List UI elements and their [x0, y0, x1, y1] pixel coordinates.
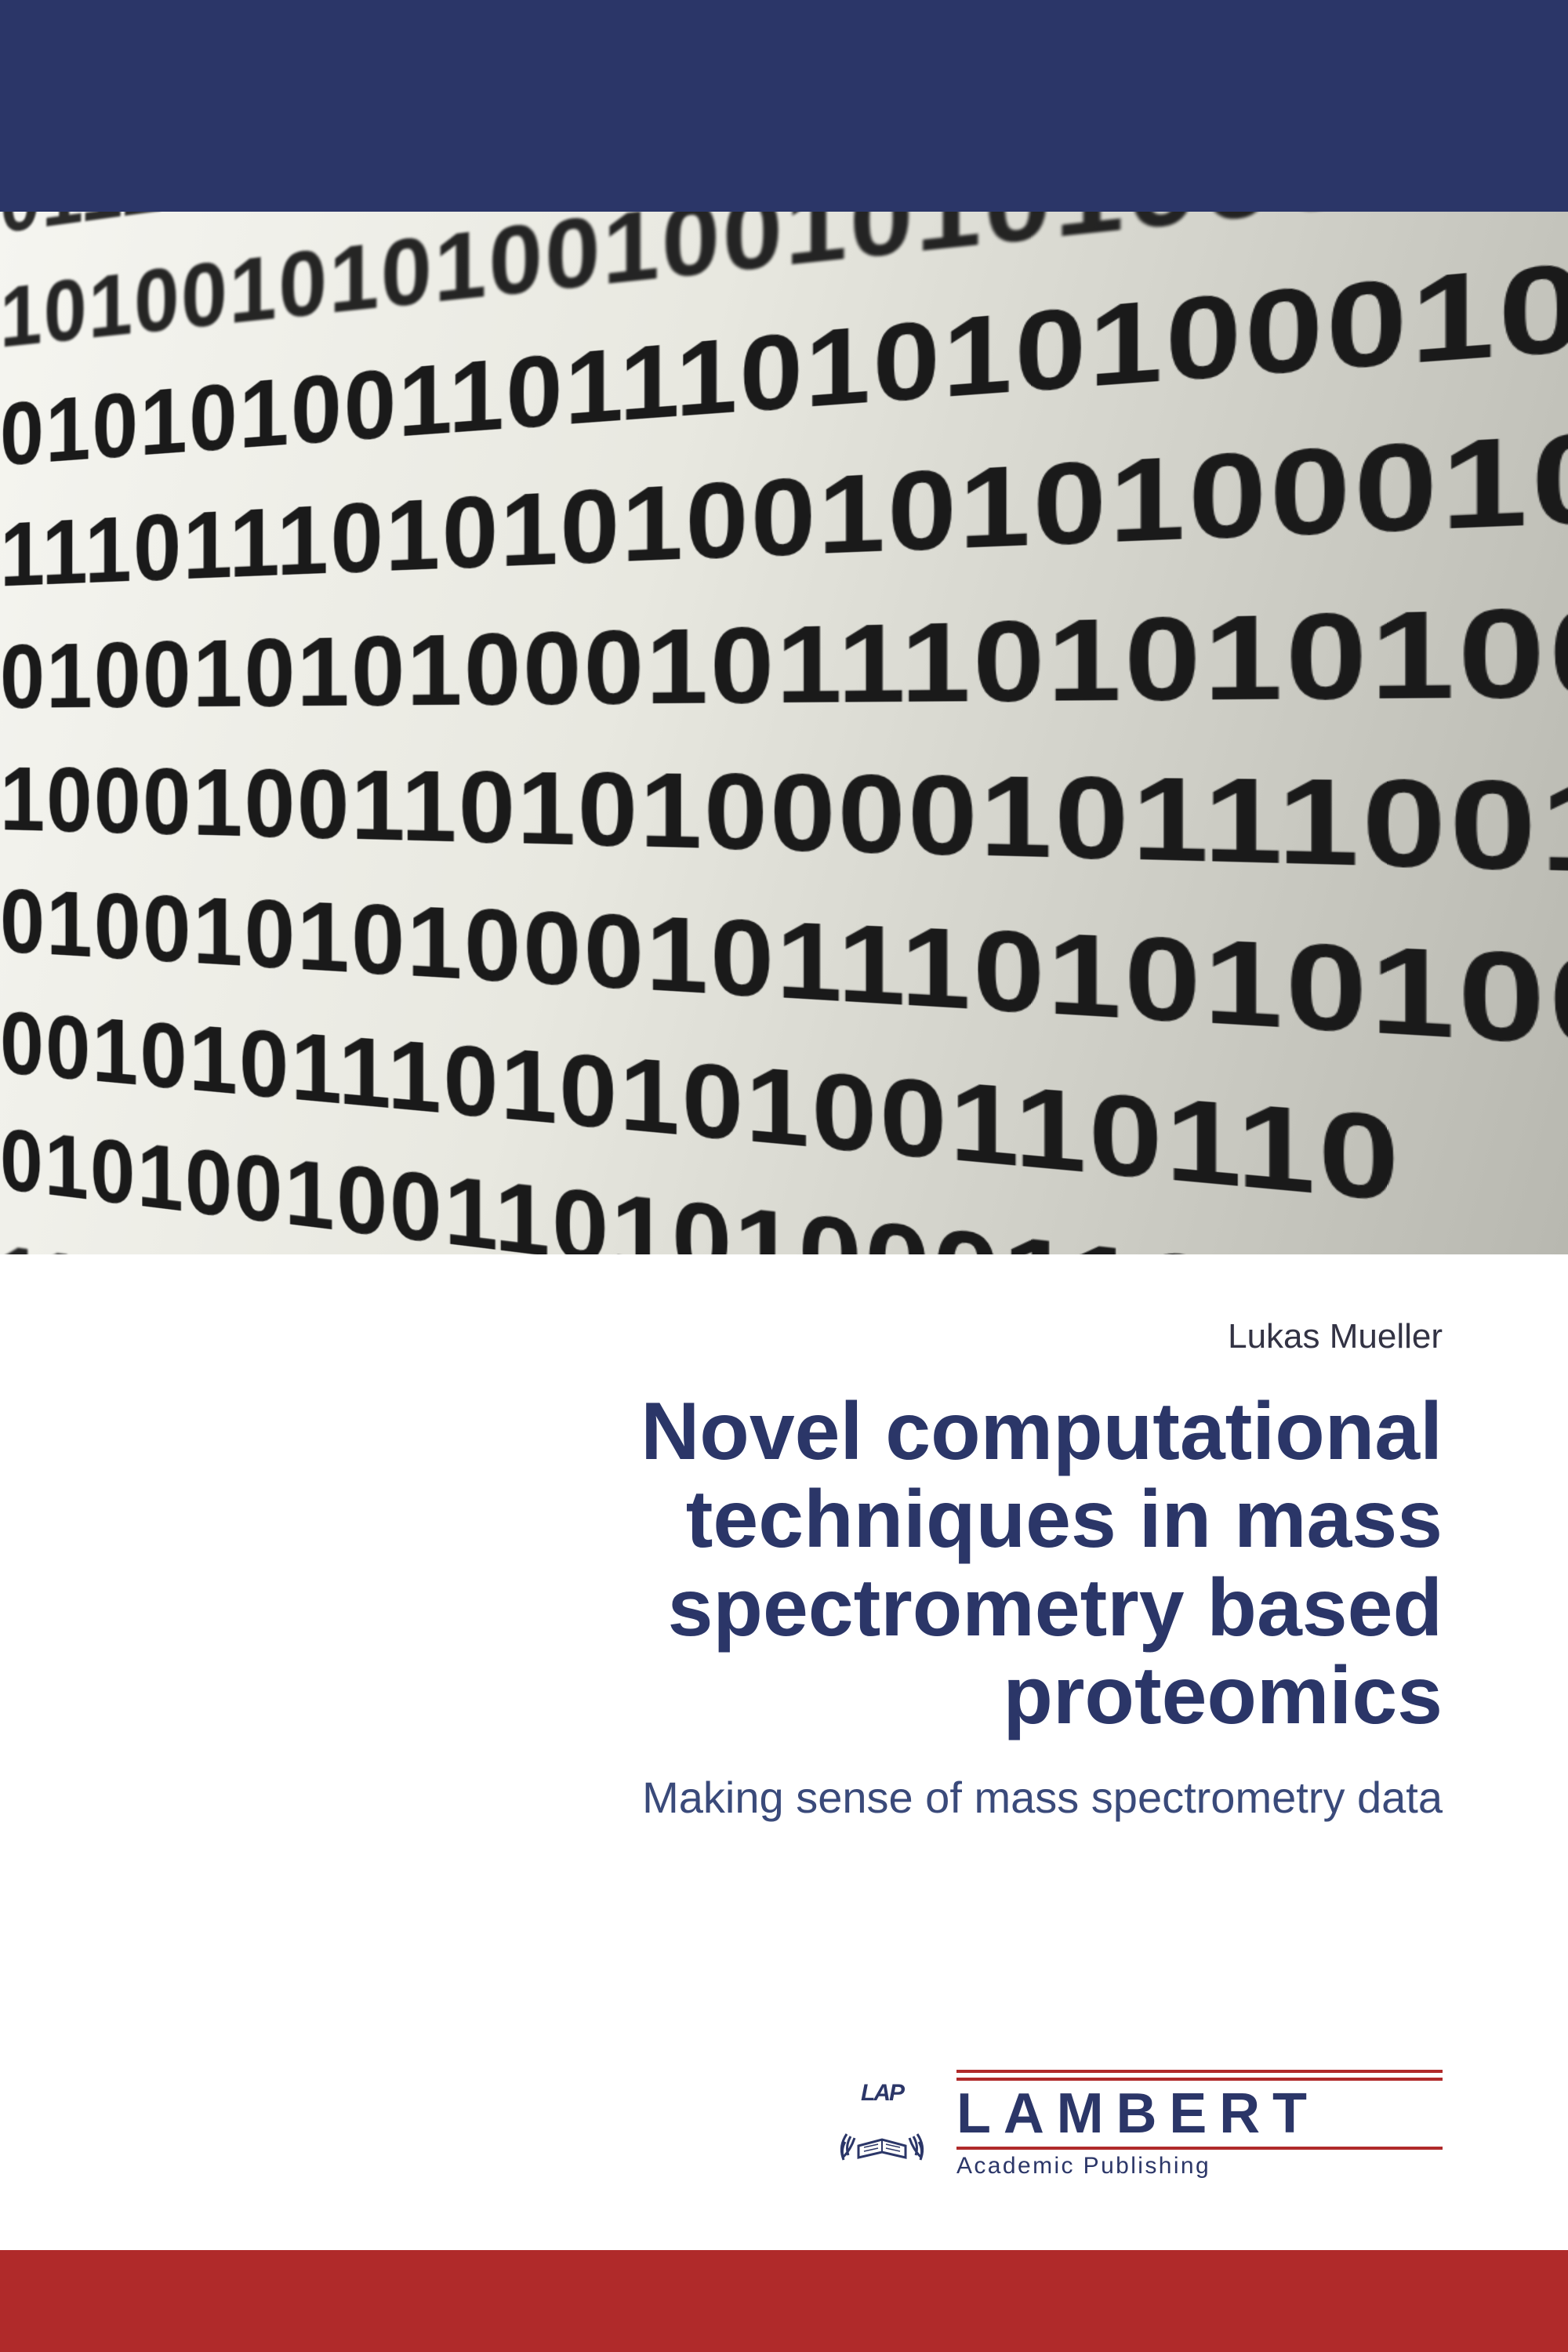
binary-pattern: 011101011011101010101011010111 101001010… — [0, 212, 1568, 1254]
publisher-logo-text: LAP — [861, 2080, 903, 2107]
book-subtitle: Making sense of mass spectrometry data — [642, 1772, 1443, 1823]
title-line: proteomics — [188, 1652, 1443, 1740]
publisher-tagline: Academic Publishing — [956, 2147, 1443, 2180]
publisher-name: LAMBERT — [956, 2085, 1443, 2142]
accent-line — [956, 2070, 1443, 2073]
accent-line — [956, 2078, 1443, 2081]
publisher-logo: LAP — [831, 2080, 933, 2169]
book-title: Novel computational techniques in mass s… — [188, 1388, 1443, 1740]
publisher-top-lines — [956, 2070, 1443, 2081]
author-name: Lukas Mueller — [1228, 1317, 1443, 1356]
bottom-band — [0, 2250, 1568, 2352]
title-line: techniques in mass — [188, 1475, 1443, 1563]
cover-binary-image: 011101011011101010101011010111 101001010… — [0, 212, 1568, 1254]
book-laurel-icon — [831, 2107, 933, 2169]
title-line: spectrometry based — [188, 1564, 1443, 1652]
publisher-block: LAP LAMBERT Academic Publishing — [831, 2070, 1443, 2180]
title-line: Novel computational — [188, 1388, 1443, 1475]
publisher-text: LAMBERT Academic Publishing — [956, 2070, 1443, 2180]
top-band — [0, 0, 1568, 212]
